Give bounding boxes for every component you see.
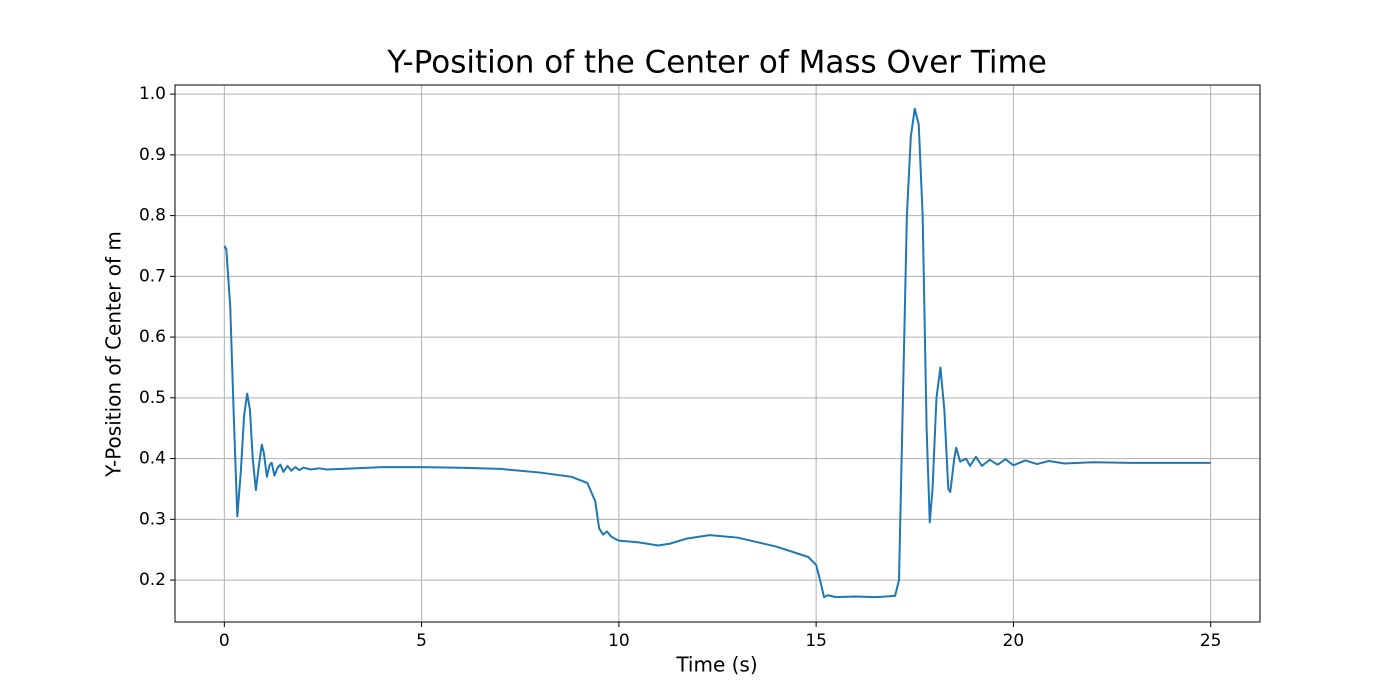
y-tick-label: 0.8	[139, 206, 166, 226]
y-tick-label: 0.9	[139, 145, 166, 165]
y-tick-label: 1.0	[139, 84, 166, 104]
y-tick-label: 0.6	[139, 327, 166, 347]
chart-title: Y-Position of the Center of Mass Over Ti…	[386, 45, 1047, 81]
y-axis-label: Y-Position of Center of m	[102, 231, 126, 478]
plot-frame	[174, 84, 1261, 623]
y-tick-label: 0.3	[139, 509, 166, 529]
x-tick-label: 10	[608, 631, 630, 651]
x-axis-label: Time (s)	[675, 653, 757, 677]
x-tick-label: 20	[1003, 631, 1025, 651]
data-line	[223, 107, 1211, 599]
x-tick-label: 25	[1200, 631, 1222, 651]
x-tick-label: 5	[416, 631, 427, 651]
x-tick-label: 15	[805, 631, 827, 651]
y-tick-label: 0.4	[139, 449, 166, 469]
y-tick-label: 0.7	[139, 266, 166, 286]
x-tick-label: 0	[219, 631, 230, 651]
y-tick-label: 0.5	[139, 388, 166, 408]
y-tick-label: 0.2	[139, 570, 166, 590]
